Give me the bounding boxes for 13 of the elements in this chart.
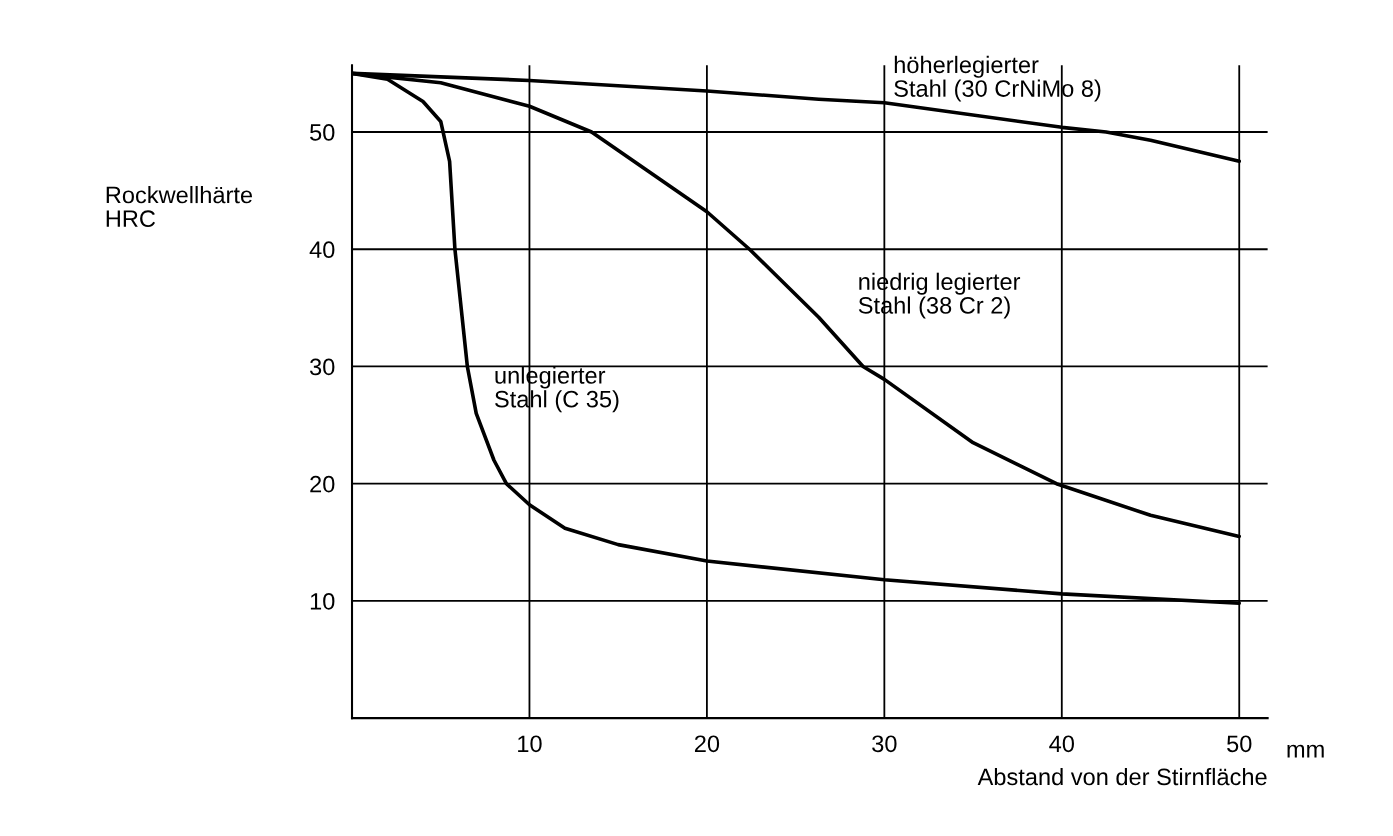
x-tick-label: 50 [1227,735,1252,753]
y-tick-label: 30 [309,358,335,376]
text: mm [1287,744,1324,758]
x-tick-label: 30 [872,735,897,753]
y-tick-label: 40 [309,241,335,259]
y-tick-label: 10 [310,592,335,610]
x-tick-label: 20 [694,735,720,753]
x-tick-label: 40 [1049,735,1074,753]
y-tick-label: 20 [310,475,335,493]
y-axis-title: Rockwellhärte HRC [106,185,253,228]
y-tick-label: 50 [310,124,335,141]
x-tick-label: 10 [518,735,542,753]
x-axis-title: Abstand von der Stirnfläche [977,767,1267,786]
